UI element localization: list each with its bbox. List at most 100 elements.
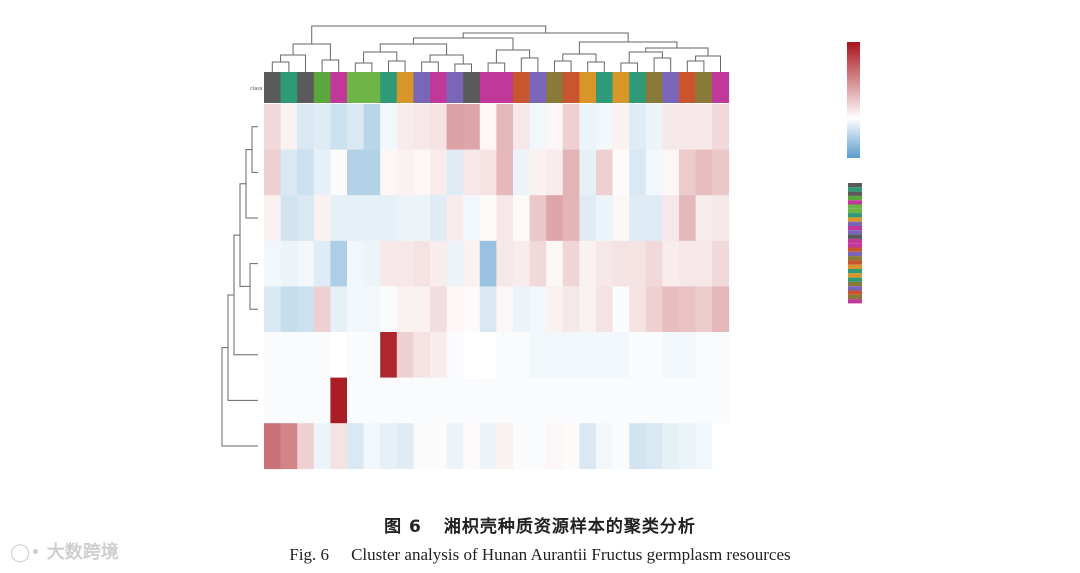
heatmap-cell [513,332,530,378]
heatmap-cell [513,423,530,470]
heatmap-cell [679,423,696,470]
heatmap-cell [712,240,730,287]
heatmap-cell [347,377,364,424]
heatmap-cell [662,240,680,287]
class-legend-swatch [848,187,862,192]
heatmap-cell [712,332,730,378]
colorbar-gradient-bar [847,42,860,158]
heatmap-cell [413,423,431,470]
heatmap-cell [513,149,530,196]
class-cell [513,72,530,103]
heatmap-cell [313,240,331,287]
heatmap-cell [280,377,298,424]
dendrogram-link [233,234,258,356]
heatmap-cell [313,332,331,378]
dendrogram-link [421,61,439,72]
heatmap-cell [679,240,696,287]
heatmap-cell [396,423,414,470]
class-cell [347,72,364,103]
class-cell [496,72,514,103]
heatmap-cell [280,423,298,470]
heatmap-cell [297,423,315,470]
heatmap-cell [396,149,414,196]
heatmap-cell [363,423,381,470]
cluster-heatmap-figure: class [221,25,862,470]
heatmap-cell [380,149,398,196]
heatmap-cell [363,149,381,196]
class-cell [363,72,381,103]
heatmap-cell [529,377,547,424]
watermark: ◯• 大数跨境 [10,538,119,564]
heatmap-cell [396,286,414,333]
class-legend-swatch [848,213,862,218]
heatmap-cell [645,149,663,196]
heatmap-cell [347,423,364,470]
heatmap-cell [463,423,481,470]
dendrogram-link [354,62,373,72]
heatmap-cell [396,377,414,424]
column-dendrogram [271,25,721,72]
class-legend-swatch [848,204,862,209]
heatmap-cell [579,104,597,150]
heatmap-cell [280,240,298,287]
heatmap-cell [712,286,730,333]
heatmap-cell [413,195,431,242]
heatmap-cell [513,240,530,287]
heatmap-cell [695,423,713,470]
class-legend-swatch [848,247,862,252]
heatmap-cell [496,332,514,378]
heatmap-cell [562,149,580,196]
heatmap-cell [546,377,564,424]
heatmap-cell [712,149,730,196]
heatmap-cell [496,377,514,424]
dendrogram-link [379,43,448,55]
heatmap-cell [430,332,447,378]
heatmap-cell [313,195,331,242]
dendrogram-link [554,60,572,72]
heatmap-cell [463,377,481,424]
heatmap-cell [645,332,663,378]
class-legend-swatch [848,264,862,269]
heatmap-cell [629,332,647,378]
class-cell [413,72,431,103]
heatmap-cell [562,332,580,378]
heatmap-cell [579,332,597,378]
heatmap-cell [695,240,713,287]
heatmap-cell [380,423,398,470]
heatmap-cell [579,195,597,242]
heatmap-cell [662,195,680,242]
heatmap-cell [612,377,630,424]
caption-cn-number: 图 6 [384,517,422,537]
class-cell [479,72,497,103]
heatmap-cell [629,423,647,470]
heatmap-cell [596,332,613,378]
heatmap-cell [679,104,696,150]
heatmap-cell [546,240,564,287]
heatmap-cell [363,195,381,242]
class-legend-swatch [848,238,862,244]
heatmap-cell [513,195,530,242]
heatmap-cell [496,195,514,242]
heatmap-cell [446,332,464,378]
dendrogram-link [239,183,250,287]
heatmap-cell [562,377,580,424]
class-cell [430,72,447,103]
heatmap-cell [413,377,431,424]
heatmap-cell [347,195,364,242]
heatmap-cell [496,149,514,196]
class-legend-swatch [848,243,862,248]
class-cell [596,72,613,103]
class-row-label: class [250,86,263,92]
heatmap-cell [529,423,547,470]
heatmap-cell [446,104,464,150]
heatmap-cell [645,286,663,333]
heatmap-cell [562,195,580,242]
heatmap-cell [496,240,514,287]
heatmap-cell [579,423,597,470]
heatmap-cell [446,286,464,333]
heatmap-cell [679,332,696,378]
dendrogram-link [653,57,672,72]
heatmap-cell [529,240,547,287]
heatmap-cell [396,104,414,150]
heatmap-cell [662,377,680,424]
